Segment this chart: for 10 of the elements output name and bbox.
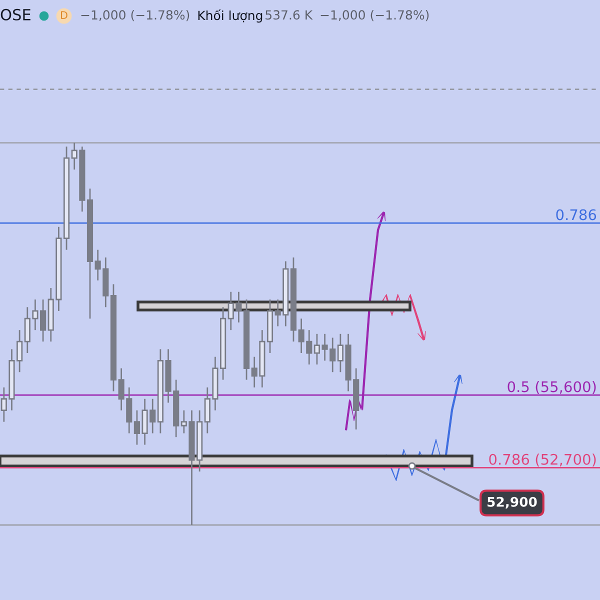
text: 52,900 — [488, 496, 537, 509]
text: D — [61, 11, 68, 19]
text: Khối lượng — [198, 9, 262, 23]
text: 0.5 (55,600) — [508, 380, 596, 394]
text: 0.786 (52,700) — [489, 454, 596, 467]
text: 537.6 K — [266, 10, 313, 20]
text: 0.786 — [556, 209, 596, 220]
text: −1,000 (−1.78%) — [320, 10, 429, 22]
text: −1,000 (−1.78%) — [81, 10, 190, 22]
text: OSE — [0, 8, 30, 20]
